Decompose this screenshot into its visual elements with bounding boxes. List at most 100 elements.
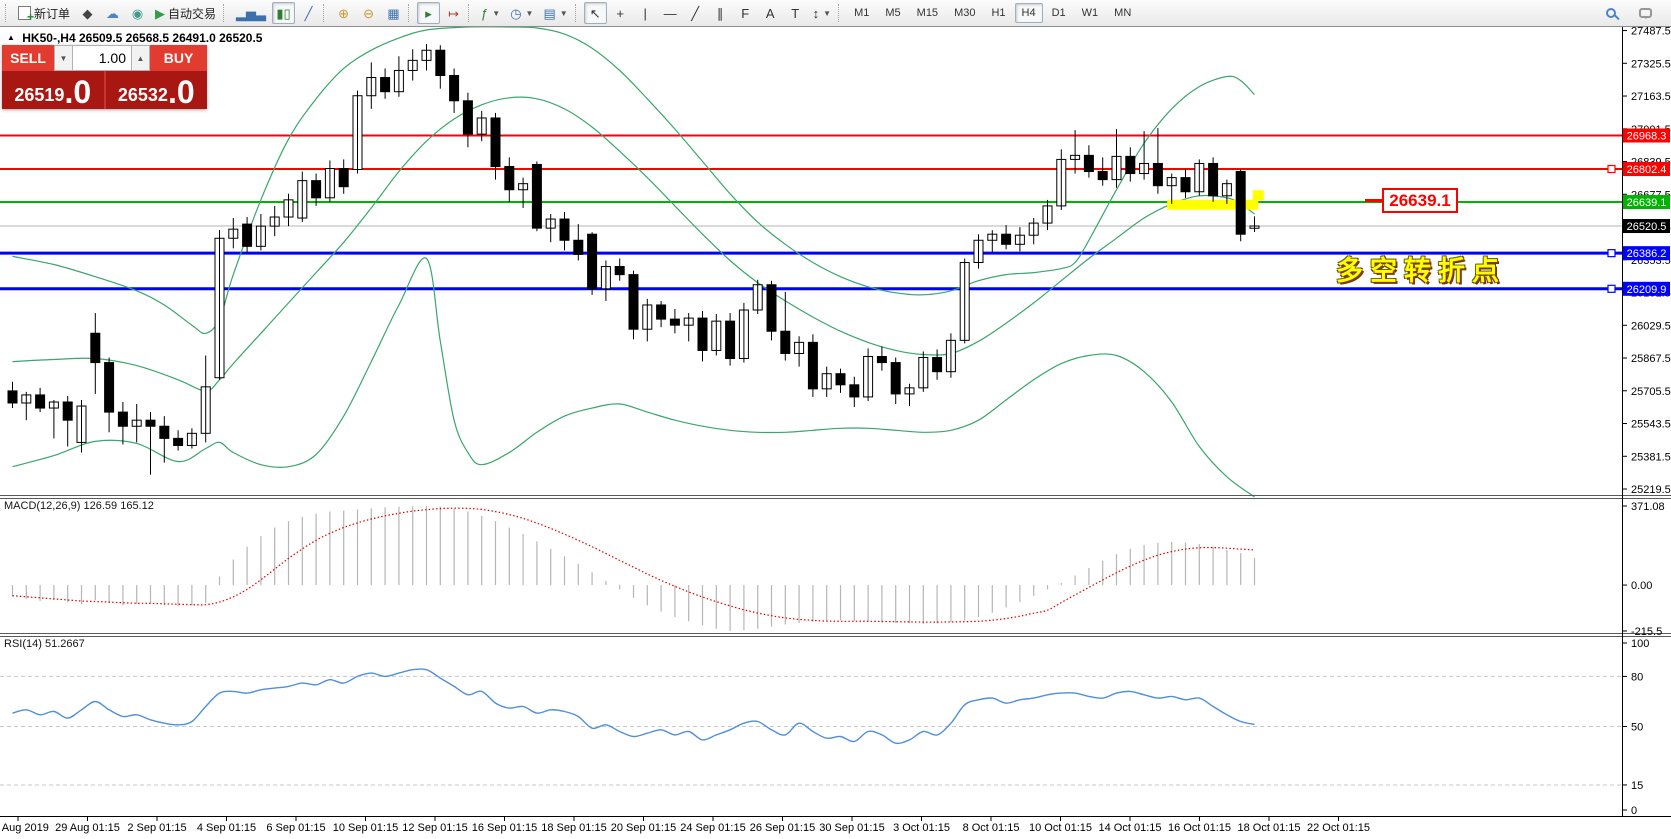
toolbar-groups: 新订单 ◆ ☁ ◉ ▶自动交易 ▂▅▃ ▮▯ ╱ ⊕ ⊖ ▦ ▸↦ ƒ▼◷▼▤▼ ↖+ | — ╱ ∥ FAT ↕▼ M… [3, 0, 1139, 26]
axis-badge-26802.4 [1623, 162, 1670, 177]
cursor-button[interactable]: ↖ [583, 2, 607, 24]
toolbar-grip [408, 4, 412, 22]
volume-increase-button[interactable]: ▲ [131, 45, 150, 71]
buy-button[interactable]: BUY [150, 45, 207, 71]
autotrading-button[interactable]: ▶ 自动交易 [151, 2, 220, 24]
text-button[interactable]: A [759, 2, 782, 24]
text-icon: A [765, 5, 775, 21]
trendline-icon: ╱ [691, 5, 700, 21]
fibonacci-button[interactable]: F [734, 2, 757, 24]
svg-text:80: 80 [1631, 671, 1643, 683]
tf-m1[interactable]: M1 [854, 7, 870, 19]
metaeditor-icon: ◆ [82, 5, 93, 21]
svg-text:25705.5: 25705.5 [1631, 386, 1671, 398]
tf-h1[interactable]: H1 [991, 7, 1006, 19]
annotation-text[interactable]: 多空转折点 [1336, 256, 1506, 286]
chart-shift-button[interactable]: ↦ [442, 2, 465, 24]
toolbar-grip [323, 4, 327, 22]
label-button[interactable]: T [784, 2, 807, 24]
collapse-icon: ▲ [7, 33, 15, 42]
indicators-button[interactable]: ƒ ▼ [477, 2, 504, 24]
toolbar-grip [838, 4, 842, 22]
arrows-icon: ↕ [812, 5, 820, 21]
tf-m15[interactable]: M15 [916, 7, 939, 19]
line-chart-icon: ╱ [304, 5, 313, 21]
new-order-button-label: 新订单 [34, 6, 71, 21]
candlestick-icon: ▮▯ [276, 5, 291, 21]
svg-text:0.00: 0.00 [1631, 580, 1652, 592]
tf-mn[interactable]: MN [1114, 7, 1132, 19]
highlight-bar[interactable] [1167, 199, 1259, 210]
volume-decrease-button[interactable]: ▼ [54, 45, 73, 71]
hline-button[interactable]: — [659, 2, 682, 24]
macd-value-signal: 165.12 [120, 500, 154, 512]
svg-text:26802.4: 26802.4 [1627, 164, 1667, 176]
market-watch-icon: ☁ [106, 5, 120, 21]
chat-bubble-icon [1639, 8, 1652, 19]
rsi-value: 51.2667 [44, 638, 85, 650]
market-watch-button[interactable]: ☁ [101, 2, 124, 24]
arrows-button[interactable]: ↕ ▼ [809, 2, 835, 24]
tile-windows-button[interactable]: ▦ [382, 2, 405, 24]
macd-signal-line [12, 507, 1255, 623]
svg-text:26520.5: 26520.5 [1627, 221, 1667, 233]
svg-text:18 Oct 01:15: 18 Oct 01:15 [1238, 822, 1301, 834]
bar-chart-button[interactable]: ▂▅▃ [232, 2, 270, 24]
comments-button[interactable] [1634, 2, 1657, 24]
templates-icon: ▤ [543, 5, 556, 21]
line-handle[interactable] [1607, 164, 1616, 174]
highlight-bar-step[interactable] [1252, 190, 1264, 201]
signals-icon: ◉ [131, 5, 144, 21]
sell-button[interactable]: SELL [2, 45, 54, 71]
signals-button[interactable]: ◉ [126, 2, 149, 24]
tf-w1[interactable]: W1 [1081, 7, 1099, 19]
svg-text:0: 0 [1631, 805, 1637, 817]
auto-scroll-button[interactable]: ▸ [417, 2, 441, 24]
crosshair-button[interactable]: + [609, 2, 632, 24]
new-order-button[interactable]: 新订单 [14, 2, 74, 24]
channel-icon: ∥ [716, 5, 724, 21]
tf-m5[interactable]: M5 [885, 7, 901, 19]
line-handle[interactable] [1607, 284, 1616, 293]
symbol-header[interactable]: ▲ HK50-,H4 26509.5 26568.5 26491.0 26520… [7, 31, 262, 45]
price-flag[interactable]: 26639.1 [1382, 188, 1458, 213]
buy-price[interactable]: 26532.0 [103, 71, 207, 109]
channel-button[interactable]: ∥ [709, 2, 732, 24]
svg-text:14 Oct 01:15: 14 Oct 01:15 [1099, 822, 1162, 834]
line-handle[interactable] [1607, 249, 1616, 258]
sell-price[interactable]: 26519.0 [2, 71, 104, 109]
zoom-in-button[interactable]: ⊕ [332, 2, 355, 24]
svg-text:27487.5: 27487.5 [1631, 26, 1671, 38]
svg-text:10 Sep 01:15: 10 Sep 01:15 [333, 822, 398, 834]
volume-input[interactable]: 1.00 [73, 45, 131, 71]
svg-text:25219.5: 25219.5 [1631, 484, 1671, 496]
metaeditor-button[interactable]: ◆ [76, 2, 99, 24]
zoom-out-icon: ⊖ [363, 5, 374, 21]
tf-h4[interactable]: H4 [1014, 3, 1043, 23]
text-label-icon: T [791, 5, 800, 21]
vline-button[interactable]: | [634, 2, 657, 24]
toolbar-grip [574, 4, 579, 22]
tf-m30[interactable]: M30 [954, 7, 976, 19]
line-chart-button[interactable]: ╱ [297, 2, 320, 24]
templates-button[interactable]: ▤ ▼ [539, 2, 571, 24]
tf-d1[interactable]: D1 [1051, 7, 1066, 19]
svg-text:24 Sep 01:15: 24 Sep 01:15 [680, 822, 745, 834]
search-button[interactable] [1599, 2, 1622, 24]
trendline-button[interactable]: ╱ [684, 2, 707, 24]
periods-button[interactable]: ◷ ▼ [506, 2, 537, 24]
zoom-out-button[interactable]: ⊖ [357, 2, 380, 24]
bollinger-lower [12, 257, 1255, 498]
svg-text:-215.5: -215.5 [1631, 626, 1662, 638]
bollinger-middle [12, 96, 1255, 392]
bollinger-upper [12, 26, 1255, 335]
candlestick-button[interactable]: ▮▯ [272, 2, 296, 24]
svg-text:25867.5: 25867.5 [1631, 353, 1671, 365]
svg-text:16 Sep 01:15: 16 Sep 01:15 [472, 822, 537, 834]
svg-text:27 Aug 2019: 27 Aug 2019 [0, 822, 49, 834]
zoom-in-icon: ⊕ [338, 5, 349, 21]
vertical-line-icon: | [643, 5, 647, 21]
toolbar: 新订单 ◆ ☁ ◉ ▶自动交易 ▂▅▃ ▮▯ ╱ ⊕ ⊖ ▦ ▸↦ ƒ▼◷▼▤▼ ↖+ | — ╱ ∥ FAT ↕▼ M… [0, 0, 1671, 27]
